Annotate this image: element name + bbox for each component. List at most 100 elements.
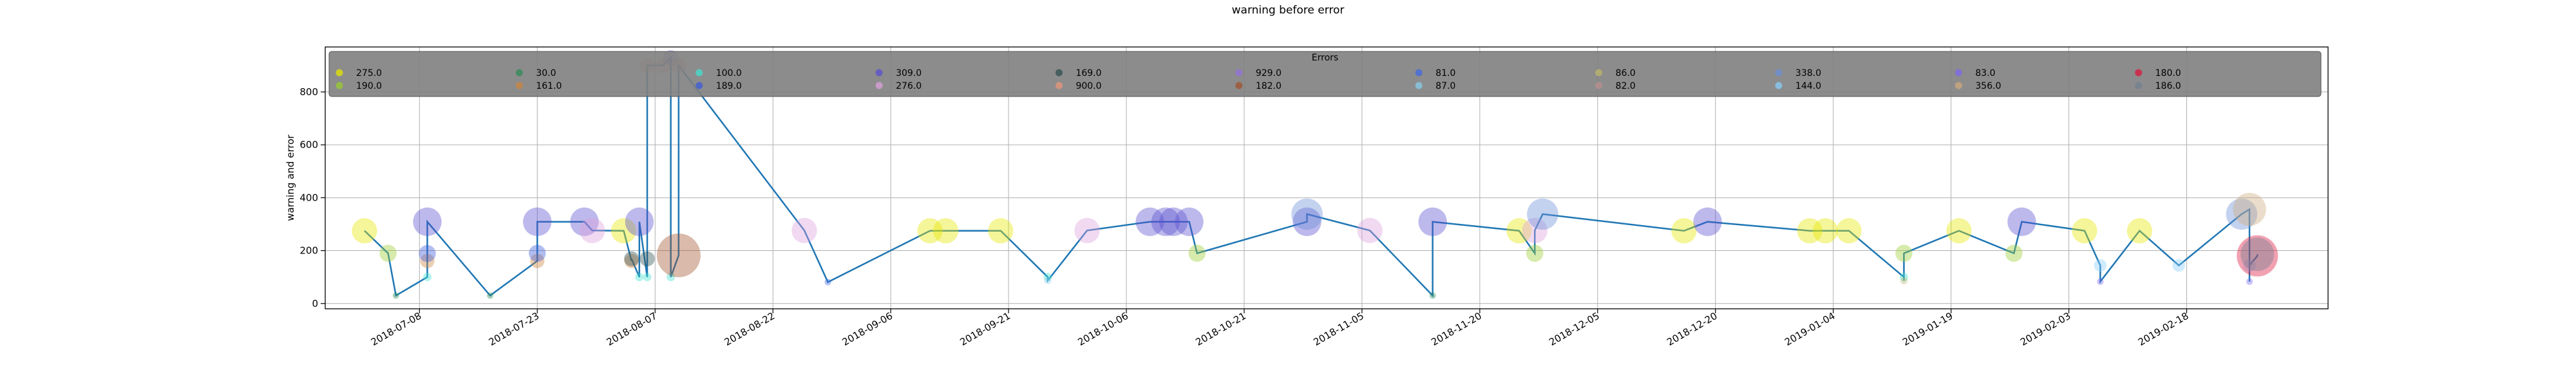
x-tick-label: 2018-10-21 — [1193, 310, 1248, 348]
data-point — [1151, 207, 1180, 236]
legend-marker — [1595, 82, 1603, 89]
data-point — [523, 207, 552, 236]
legend-label: 900.0 — [1075, 81, 1101, 91]
legend-label: 189.0 — [716, 81, 742, 91]
legend-marker — [696, 82, 703, 89]
chart-title: warning before error — [1231, 4, 1345, 17]
data-point — [1506, 218, 1532, 244]
x-tick-label: 2018-07-23 — [487, 310, 542, 348]
legend-label: 30.0 — [536, 68, 556, 78]
x-tick-label: 2018-09-06 — [840, 310, 895, 348]
data-point — [824, 279, 831, 286]
data-point — [2237, 235, 2278, 277]
data-point — [1291, 198, 1323, 230]
data-point — [529, 244, 546, 262]
data-point — [379, 244, 397, 262]
legend-marker — [1955, 82, 1962, 89]
data-point — [1135, 207, 1164, 236]
data-point — [1812, 218, 1839, 244]
legend-label: 186.0 — [2155, 81, 2181, 91]
x-tick-label: 2018-09-21 — [958, 310, 1013, 348]
data-point — [1671, 218, 1697, 244]
y-tick-label: 0 — [312, 298, 318, 309]
plot-frame — [325, 46, 2329, 309]
legend-marker — [515, 82, 523, 89]
data-point — [570, 207, 599, 236]
legend-marker — [1595, 69, 1603, 77]
data-point — [2246, 278, 2253, 285]
data-point — [2226, 198, 2258, 230]
legend-marker — [336, 69, 343, 77]
legend-marker — [696, 69, 703, 77]
data-point — [1293, 207, 1321, 236]
data-point — [1526, 244, 1544, 262]
legend-label: 86.0 — [1616, 68, 1636, 78]
data-point — [639, 251, 655, 266]
legend-label: 276.0 — [896, 81, 922, 91]
data-point — [2240, 237, 2275, 271]
data-point — [1074, 217, 1100, 244]
data-point — [1043, 273, 1052, 282]
data-point — [1899, 273, 1908, 282]
data-point — [656, 233, 701, 277]
data-point — [1522, 217, 1548, 244]
legend-title: Errors — [1312, 53, 1338, 63]
data-point — [933, 218, 959, 244]
data-point — [625, 207, 654, 236]
x-tick-label: 2018-08-22 — [723, 310, 777, 348]
data-point — [487, 292, 494, 299]
data-point — [1418, 207, 1447, 236]
data-point — [2233, 192, 2266, 226]
data-point — [579, 217, 605, 244]
x-tick-label: 2019-02-03 — [2018, 310, 2073, 348]
legend-label: 180.0 — [2155, 68, 2181, 78]
x-tick-label: 2018-12-05 — [1547, 310, 1602, 348]
legend-marker — [1055, 69, 1063, 77]
legend-label: 190.0 — [356, 81, 382, 91]
y-axis-label: warning and error — [285, 134, 296, 221]
legend-label: 169.0 — [1075, 68, 1101, 78]
data-point — [1527, 198, 1558, 230]
data-point — [352, 218, 377, 244]
legend-label: 144.0 — [1795, 81, 1821, 91]
y-tick-label: 600 — [299, 139, 318, 151]
legend-label: 100.0 — [716, 68, 742, 78]
data-point — [392, 292, 399, 299]
data-point — [1693, 207, 1722, 236]
data-point — [1175, 207, 1204, 236]
legend-label: 82.0 — [1616, 81, 1636, 91]
data-point — [988, 218, 1014, 244]
legend-marker — [515, 69, 523, 77]
data-point — [419, 244, 436, 262]
data-point — [2243, 259, 2256, 272]
data-point — [1159, 207, 1188, 236]
legend-label: 83.0 — [1975, 68, 1995, 78]
data-point — [917, 218, 943, 244]
legend-label: 87.0 — [1435, 81, 1455, 91]
x-tick-label: 2018-07-08 — [369, 310, 424, 348]
legend-label: 356.0 — [1975, 81, 2001, 91]
legend-label: 338.0 — [1795, 68, 1821, 78]
data-point — [1895, 244, 1913, 262]
data-point — [1357, 217, 1383, 244]
data-point — [611, 218, 637, 244]
y-tick-label: 400 — [299, 192, 318, 203]
series-line — [364, 55, 2259, 298]
legend-marker — [875, 69, 883, 77]
data-point — [1188, 244, 1206, 262]
legend-label: 275.0 — [356, 68, 382, 78]
legend-marker — [1055, 82, 1063, 89]
legend-marker — [1415, 69, 1423, 77]
data-point — [2126, 218, 2152, 244]
x-tick-label: 2018-08-07 — [605, 310, 659, 348]
legend-marker — [1775, 82, 1783, 89]
data-point — [2097, 278, 2104, 285]
y-tick-label: 200 — [299, 245, 318, 257]
legend-marker — [336, 82, 343, 89]
legend-marker — [2135, 69, 2143, 77]
x-tick-label: 2018-11-05 — [1311, 310, 1366, 348]
data-point — [624, 253, 639, 268]
x-tick-label: 2018-12-20 — [1665, 310, 1719, 348]
data-point — [530, 253, 545, 268]
